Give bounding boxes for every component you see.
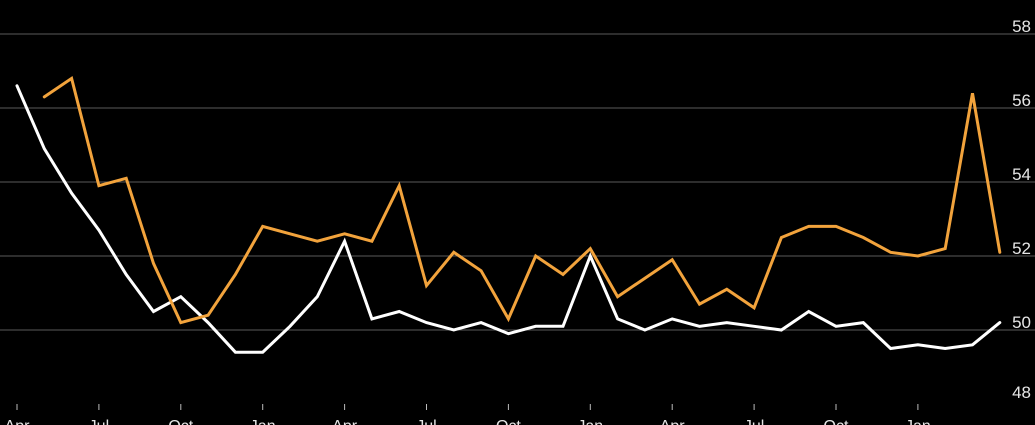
gridlines: [0, 33, 1035, 331]
y-tick-label: 54: [1012, 165, 1031, 184]
x-axis-ticks: Apr Jul Oct Jan Apr Jul Oct Jan Apr Jul Oct Jan: [5, 404, 931, 425]
x-tick-label: Jan: [905, 418, 931, 425]
y-tick-label: 50: [1012, 313, 1031, 332]
x-tick-label: Jul: [416, 418, 436, 425]
x-tick-label: Jan: [250, 418, 276, 425]
series-line-1: [15, 84, 1002, 354]
x-tick-label: Apr: [660, 418, 686, 425]
y-tick-label: 52: [1012, 239, 1031, 258]
x-tick-label: Jul: [89, 418, 109, 425]
x-tick-label: Oct: [824, 418, 849, 425]
y-tick-label: 48: [1012, 383, 1031, 402]
x-tick-label: Oct: [168, 418, 193, 425]
x-tick-label: Jul: [744, 418, 764, 425]
x-tick-label: Jan: [577, 418, 603, 425]
y-tick-label: 56: [1012, 91, 1031, 110]
y-axis-ticks: 48 50 52 54 56 58: [1012, 17, 1031, 402]
series-group: [15, 75, 1002, 354]
x-tick-label: Oct: [496, 418, 521, 425]
x-tick-label: Apr: [5, 418, 31, 425]
series-line-2: [42, 75, 1002, 325]
y-tick-label: 58: [1012, 17, 1031, 36]
x-tick-label: Apr: [332, 418, 358, 425]
